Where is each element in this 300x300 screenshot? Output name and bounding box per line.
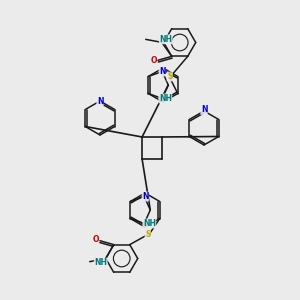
Text: NH: NH [159, 94, 172, 103]
Text: N: N [159, 67, 166, 76]
Text: NH: NH [94, 258, 107, 267]
Text: O: O [92, 235, 99, 244]
Text: N: N [97, 97, 103, 106]
Text: S: S [145, 230, 150, 239]
Text: N: N [201, 106, 207, 115]
Text: N: N [142, 192, 148, 201]
Text: S: S [167, 72, 172, 81]
Text: NH: NH [143, 219, 156, 228]
Text: O: O [151, 56, 157, 65]
Text: NH: NH [159, 35, 172, 44]
